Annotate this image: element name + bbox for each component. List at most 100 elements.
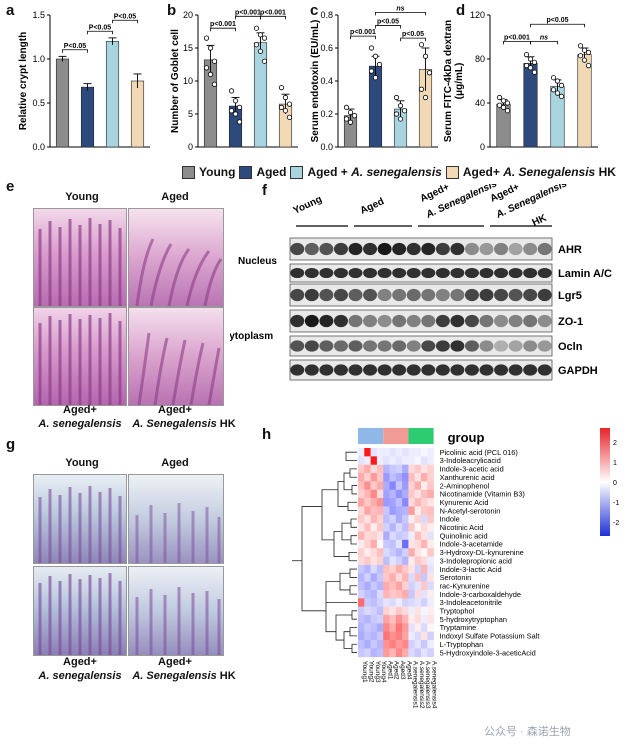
heatmap-cell xyxy=(364,490,371,499)
wb-band xyxy=(363,289,377,301)
wb-band xyxy=(523,289,537,301)
chart-c-point xyxy=(394,112,398,116)
heatmap-cell xyxy=(371,607,378,616)
chart-c: 0.00.20.40.60.8Serum endotoxin (EU/mL) p<… xyxy=(310,5,438,152)
chart-c-point xyxy=(419,43,423,47)
heatmap-cell xyxy=(371,498,378,507)
wb-band xyxy=(436,315,450,327)
wb-band xyxy=(538,289,552,301)
heatmap-cell xyxy=(364,557,371,566)
wb-band xyxy=(465,315,479,327)
heatmap-scale-tick: 1 xyxy=(613,460,617,467)
wb-band xyxy=(319,364,333,375)
chart-a-comparison-label: P<0.05 xyxy=(114,13,136,20)
heatmap-cell xyxy=(421,573,428,582)
heatmap-cell xyxy=(358,615,365,624)
heatmap-cell xyxy=(371,523,378,532)
heatmap-cell xyxy=(408,498,415,507)
heatmap-cell xyxy=(377,632,384,641)
chart-b-comparison-bracket xyxy=(236,16,261,19)
heatmap-cell xyxy=(364,607,371,616)
e-caption-aged-as-species: A. senegalensis xyxy=(22,418,138,430)
wb-band xyxy=(509,289,523,301)
heatmap-cell xyxy=(421,623,428,632)
heatmap-cell xyxy=(408,523,415,532)
heatmap-cell xyxy=(427,590,434,599)
chart-b-point xyxy=(204,36,208,40)
heatmap-scale-tick: 0 xyxy=(613,480,617,487)
heatmap-cell xyxy=(371,598,378,607)
chart-d-comparison-label: ns xyxy=(540,34,548,41)
heatmap-cell xyxy=(396,481,403,490)
heatmap-cell xyxy=(383,607,390,616)
heatmap-cell xyxy=(358,498,365,507)
heatmap-cell xyxy=(396,573,403,582)
heatmap-cell xyxy=(383,506,390,515)
wb-band xyxy=(450,340,464,351)
heatmap-cell xyxy=(383,648,390,657)
wb-band xyxy=(363,340,377,351)
dendrogram-branch xyxy=(338,481,348,506)
wb-band xyxy=(334,289,348,301)
chart-d-bar xyxy=(578,55,592,147)
heatmap-cell xyxy=(364,532,371,541)
heatmap-cell xyxy=(364,598,371,607)
heatmap-cell xyxy=(427,632,434,641)
heatmap-cell xyxy=(390,490,397,499)
g-micrograph-aged-as xyxy=(33,566,127,656)
chart-b-comparison-label: p<0.001 xyxy=(235,9,261,16)
heatmap-cell xyxy=(371,573,378,582)
wb-band xyxy=(421,289,435,301)
chart-b-point xyxy=(204,66,208,70)
dendrogram-branch xyxy=(334,532,349,557)
heatmap-cell xyxy=(377,548,384,557)
heatmap-cell xyxy=(390,557,397,566)
chart-b-point xyxy=(229,109,233,113)
wb-band xyxy=(465,289,479,301)
heatmap-cell xyxy=(415,515,422,524)
heatmap-cell xyxy=(427,557,434,566)
heatmap-column-label: Aged1 xyxy=(386,661,393,680)
wb-band xyxy=(363,315,377,327)
wb-section-cytoplasm: Cytoplasm xyxy=(230,331,273,342)
dendrogram-branch xyxy=(326,582,340,632)
chart-b-point xyxy=(258,49,262,53)
chart-c-point xyxy=(344,105,348,109)
wb-band xyxy=(480,243,494,255)
e-caption-young: Young xyxy=(50,191,114,203)
wb-band xyxy=(349,289,363,301)
heatmap-cell xyxy=(358,573,365,582)
heatmap-group-bar xyxy=(408,428,433,444)
legend-swatch-aged-ashk xyxy=(446,166,459,179)
wb-band xyxy=(450,289,464,301)
chart-d-point xyxy=(555,91,559,95)
chart-a-ytick-label: 0.0 xyxy=(32,142,45,152)
heatmap-cell xyxy=(427,648,434,657)
heatmap-cell xyxy=(371,456,378,465)
heatmap-cell xyxy=(427,456,434,465)
heatmap-cell xyxy=(415,532,422,541)
e-caption-aged-ashk-prefix: Aged+ xyxy=(135,404,215,416)
heatmap-cell xyxy=(383,632,390,641)
heatmap-cell xyxy=(402,481,409,490)
wb-band xyxy=(465,268,479,278)
heatmap-cell xyxy=(415,573,422,582)
wb-band xyxy=(509,243,523,255)
heatmap-cell xyxy=(408,565,415,574)
chart-d-point xyxy=(582,58,586,62)
watermark-text: 公众号 · 森诺生物 xyxy=(484,723,571,739)
heatmap-cell xyxy=(371,490,378,499)
chart-b-point xyxy=(283,109,287,113)
heatmap-cell xyxy=(358,648,365,657)
heatmap-cell xyxy=(408,465,415,474)
heatmap-cell xyxy=(421,448,428,457)
dendrogram-branch xyxy=(342,523,351,540)
chart-d-point xyxy=(528,66,532,70)
heatmap-cell xyxy=(358,598,365,607)
panel-letter-g: g xyxy=(6,436,15,453)
e-villi-aged-ashk xyxy=(129,308,223,405)
chart-b-point xyxy=(233,112,237,116)
wb-label: GAPDH xyxy=(558,365,598,377)
wb-band xyxy=(305,289,319,301)
heatmap-group-bar xyxy=(358,428,383,444)
